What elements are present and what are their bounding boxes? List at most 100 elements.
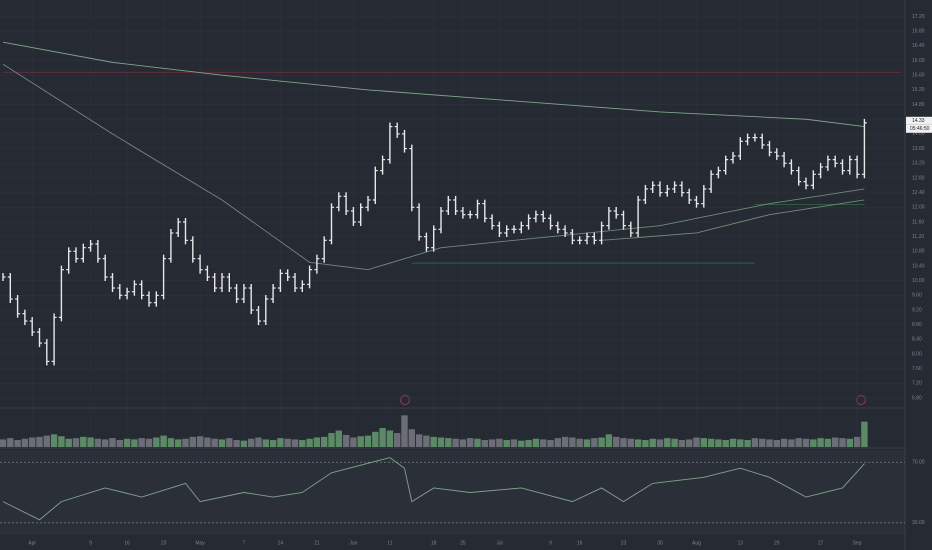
- volume-bar: [14, 440, 21, 447]
- volume-bar: [423, 435, 430, 447]
- y-tick-label: 11.20: [912, 234, 924, 240]
- volume-bar: [29, 437, 36, 447]
- volume-bar: [175, 439, 182, 447]
- x-tick-label: May: [195, 540, 205, 546]
- volume-bar: [788, 439, 795, 447]
- volume-bar: [255, 437, 262, 447]
- volume-bar: [350, 437, 357, 447]
- volume-bar: [525, 440, 532, 447]
- volume-bar: [729, 438, 737, 447]
- volume-bar: [401, 415, 408, 447]
- volume-bar: [284, 438, 291, 447]
- y-tick-label: 8.00: [912, 351, 922, 357]
- volume-bar: [408, 429, 415, 447]
- x-tick-label: 20: [774, 540, 780, 546]
- volume-bar: [642, 440, 649, 447]
- y-tick-label: 14.00: [912, 131, 925, 137]
- volume-bar: [773, 440, 780, 447]
- event-icon: [400, 395, 410, 405]
- volume-bar: [430, 436, 437, 447]
- volume-bar: [846, 438, 853, 447]
- y-tick-label: 16.40: [912, 43, 925, 49]
- x-tick-label: 23: [161, 540, 167, 546]
- y-tick-label: 11.60: [912, 219, 924, 225]
- y-tick-label: 15.60: [912, 73, 925, 79]
- x-tick-label: 16: [124, 540, 130, 546]
- volume-bar: [204, 437, 211, 447]
- x-tick-label: Sep: [853, 540, 862, 546]
- y-tick-label: 16.00: [912, 58, 925, 64]
- x-tick-label: Jun: [349, 540, 357, 546]
- y-tick-label: 17.20: [912, 14, 925, 20]
- volume-bar: [189, 436, 196, 447]
- volume-bar: [759, 438, 766, 447]
- volume-bar: [715, 439, 722, 447]
- volume-bar: [357, 436, 364, 447]
- volume-bar: [817, 438, 824, 447]
- y-tick-label: 9.20: [912, 307, 922, 313]
- x-tick-label: Apr: [28, 540, 36, 546]
- volume-bar: [372, 431, 379, 447]
- volume-bar: [102, 439, 109, 447]
- volume-bar: [810, 439, 817, 447]
- volume-bar: [248, 438, 255, 447]
- volume-bar: [467, 438, 474, 447]
- x-tick-label: Jul: [496, 540, 502, 546]
- volume-bar: [182, 438, 189, 447]
- volume-bar: [306, 438, 313, 447]
- volume-bar: [394, 433, 401, 447]
- x-tick-label: 18: [431, 540, 437, 546]
- volume-bar: [532, 438, 540, 447]
- volume-bar: [737, 439, 744, 447]
- y-tick-label: 12.00: [912, 205, 925, 211]
- volume-bar: [415, 434, 423, 447]
- y-tick-label: 10.80: [912, 249, 925, 255]
- volume-bar: [488, 439, 496, 447]
- y-tick-label: 8.40: [912, 337, 922, 343]
- volume-bar: [634, 439, 642, 447]
- volume-bar: [824, 438, 832, 447]
- volume-bar: [751, 438, 759, 447]
- volume-bar: [591, 438, 598, 447]
- volume-bar: [226, 438, 233, 447]
- volume-bar: [707, 438, 715, 447]
- volume-bar: [518, 440, 525, 447]
- x-tick-label: 9: [549, 540, 552, 546]
- moving-average: [2, 63, 865, 271]
- volume-bar: [43, 435, 50, 447]
- volume-bar: [218, 439, 226, 447]
- volume-bar: [153, 437, 160, 447]
- volume-bar: [233, 440, 240, 447]
- volume-bar: [123, 438, 131, 447]
- volume-bar: [87, 437, 94, 447]
- y-tick-label: 12.80: [912, 175, 925, 181]
- volume-bar: [116, 440, 123, 447]
- volume-bar: [58, 436, 65, 447]
- volume-bar: [36, 436, 43, 447]
- volume-bar: [80, 436, 87, 447]
- volume-bar: [576, 438, 583, 447]
- volume-bar: [547, 440, 554, 447]
- x-tick-label: 13: [738, 540, 744, 546]
- volume-bar: [277, 438, 284, 447]
- volume-bar: [861, 421, 868, 447]
- volume-bar: [686, 439, 693, 447]
- volume-bar: [540, 439, 547, 447]
- volume-bar: [21, 438, 29, 447]
- volume-bar: [780, 438, 788, 447]
- volume-bar: [94, 438, 102, 447]
- x-tick-label: 25: [460, 540, 466, 546]
- volume-bar: [138, 438, 145, 447]
- y-tick-label: 10.00: [912, 278, 925, 284]
- volume-bar: [452, 438, 459, 447]
- volume-bar: [313, 437, 321, 447]
- volume-bar: [269, 440, 277, 447]
- volume-bar: [700, 438, 707, 447]
- volume-bar: [196, 436, 204, 447]
- volume-bar: [459, 439, 467, 447]
- volume-bar: [211, 438, 218, 447]
- volume-bar: [50, 434, 58, 447]
- rsi-panel: [0, 450, 905, 535]
- x-tick-label: Aug: [692, 540, 701, 546]
- volume-bar: [328, 433, 335, 447]
